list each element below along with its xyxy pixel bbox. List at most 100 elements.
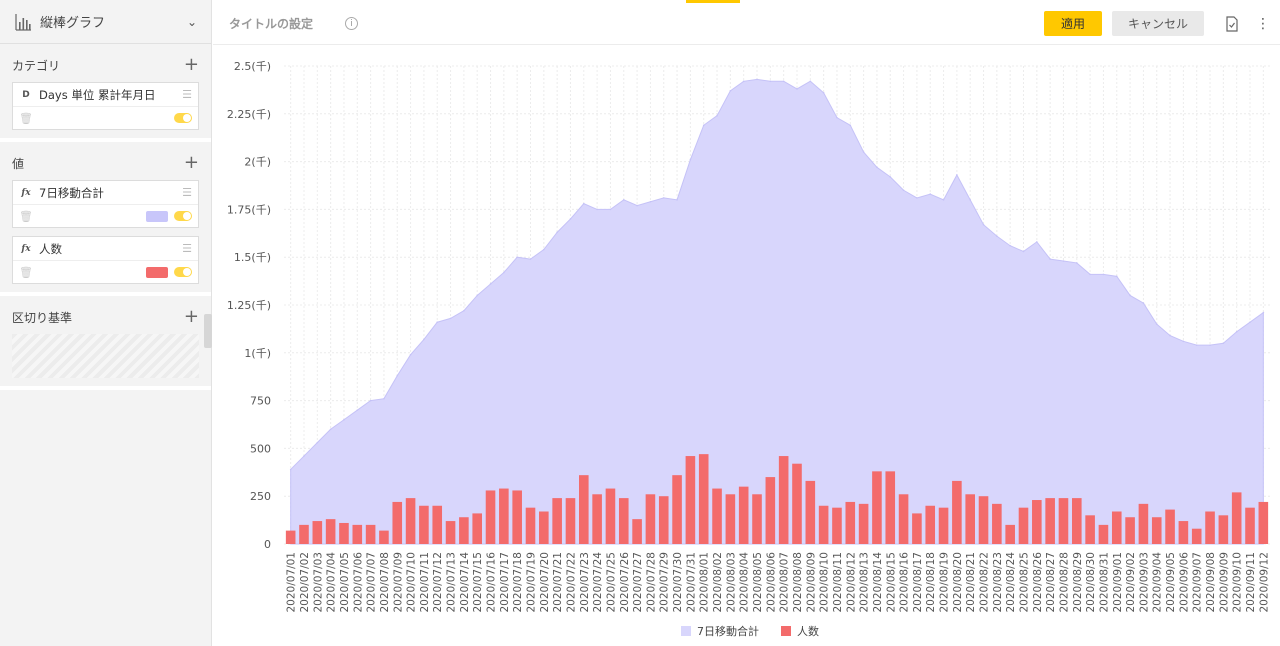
bar (938, 507, 949, 544)
trash-icon[interactable]: 🗑 (19, 112, 33, 125)
chevron-down-icon[interactable]: ⌄ (186, 14, 197, 29)
trash-icon[interactable]: 🗑 (19, 266, 33, 279)
bar (698, 454, 709, 544)
bar (738, 486, 749, 544)
bar (512, 490, 522, 544)
info-icon[interactable]: i (345, 17, 359, 30)
add-value-icon[interactable]: + (183, 152, 199, 173)
y-tick-label: 1.5(千) (234, 251, 271, 264)
combo-chart: 0 250 500 750 1(千) 1.25(千) 1.5(千) 1.75(千) 2(千) 2.… (227, 60, 1270, 638)
more-vertical-icon[interactable]: ⋮ (1256, 15, 1270, 32)
bar (978, 496, 989, 544)
x-tick-label: 2020/08/27 (1045, 552, 1057, 613)
x-tick-label: 2020/09/04 (1152, 552, 1164, 613)
area-point (662, 197, 665, 199)
y-tick-label: 1.75(千) (227, 203, 271, 216)
export-document-icon[interactable] (1224, 15, 1240, 32)
area-point (436, 321, 439, 324)
bar (712, 488, 722, 544)
x-tick-label: 2020/08/05 (752, 552, 764, 613)
legend-label-count: 人数 (797, 625, 819, 638)
series-color-swatch[interactable] (146, 210, 168, 222)
x-tick-label: 2020/07/01 (286, 552, 298, 613)
title-setting-input[interactable]: タイトルの設定 (229, 17, 314, 31)
trash-icon[interactable]: 🗑 (19, 210, 33, 223)
drag-handle-icon[interactable]: ☰ (182, 186, 192, 199)
value-field-card[interactable]: fx 人数 ☰ 🗑 (12, 236, 199, 284)
x-tick-label: 2020/08/31 (1098, 552, 1110, 613)
area-point (702, 124, 705, 127)
visibility-toggle[interactable] (174, 211, 192, 221)
x-tick-label: 2020/09/02 (1125, 552, 1137, 613)
drag-handle-icon[interactable]: ☰ (182, 242, 192, 255)
area-point (596, 208, 598, 211)
x-tick-label: 2020/07/18 (512, 552, 524, 613)
x-tick-label: 2020/08/14 (872, 552, 884, 613)
x-tick-label: 2020/07/17 (499, 552, 511, 613)
bar (1032, 500, 1042, 544)
bar (618, 498, 629, 544)
x-tick-label: 2020/08/19 (939, 552, 951, 613)
area-point (1036, 241, 1038, 243)
bar (472, 513, 482, 544)
bar (885, 471, 896, 544)
area-point (822, 91, 825, 94)
area-point (449, 317, 452, 320)
area-point (716, 114, 718, 117)
y-tick-label: 500 (250, 442, 271, 455)
bar (1258, 501, 1269, 544)
breakdown-drop-zone[interactable] (12, 334, 199, 378)
apply-button[interactable]: 適用 (1044, 11, 1102, 36)
x-tick-label: 2020/07/06 (352, 552, 364, 613)
bar (525, 507, 536, 544)
area-point (1235, 330, 1238, 333)
sidebar-collapse-handle[interactable] (204, 314, 212, 348)
x-tick-label: 2020/09/08 (1205, 552, 1217, 613)
bar (1085, 515, 1095, 544)
bar (499, 488, 509, 544)
bar (1218, 515, 1229, 544)
drag-handle-icon[interactable]: ☰ (182, 88, 192, 101)
x-tick-label: 2020/07/12 (432, 552, 444, 613)
bar (792, 463, 802, 544)
value-field-card[interactable]: fx 7日移動合計 ☰ 🗑 (12, 180, 199, 228)
x-tick-label: 2020/08/08 (792, 552, 804, 613)
x-tick-label: 2020/07/11 (419, 552, 431, 613)
bar (445, 521, 456, 544)
bar (432, 505, 443, 544)
bar (552, 498, 562, 544)
area-point (529, 258, 532, 260)
series-color-swatch[interactable] (146, 266, 168, 278)
x-tick-label: 2020/08/18 (925, 552, 937, 613)
area-point (649, 200, 652, 203)
x-tick-label: 2020/07/20 (539, 552, 551, 613)
sidebar: 縦棒グラフ ⌄ カテゴリ + D Days 単位 累計年月日 ☰ 🗑 (0, 0, 212, 646)
area-point (689, 158, 692, 161)
area-point (1262, 311, 1265, 314)
cancel-button[interactable]: キャンセル (1112, 11, 1204, 36)
area-point (369, 399, 372, 402)
bar (392, 501, 403, 544)
bar (1245, 507, 1255, 544)
visibility-toggle[interactable] (174, 267, 192, 277)
area-point (636, 204, 638, 207)
add-category-icon[interactable]: + (183, 54, 199, 75)
add-breakdown-icon[interactable]: + (183, 306, 199, 327)
x-tick-label: 2020/07/22 (565, 552, 577, 613)
bar (299, 524, 309, 544)
date-type-badge: D (22, 89, 30, 100)
bar (765, 477, 776, 544)
area-point (1142, 302, 1145, 304)
value-field-name: 7日移動合計 (39, 185, 104, 200)
visibility-toggle[interactable] (174, 113, 192, 123)
bar (1165, 509, 1175, 544)
x-tick-label: 2020/07/24 (592, 552, 604, 613)
bar (605, 488, 616, 544)
area-point (956, 174, 958, 176)
chart-type-selector[interactable]: 縦棒グラフ ⌄ (0, 0, 211, 44)
category-field-card[interactable]: D Days 単位 累計年月日 ☰ 🗑 (12, 82, 199, 130)
x-tick-label: 2020/08/03 (725, 552, 737, 613)
bar (1098, 524, 1109, 544)
area-point (982, 223, 985, 226)
area-point (769, 80, 772, 83)
